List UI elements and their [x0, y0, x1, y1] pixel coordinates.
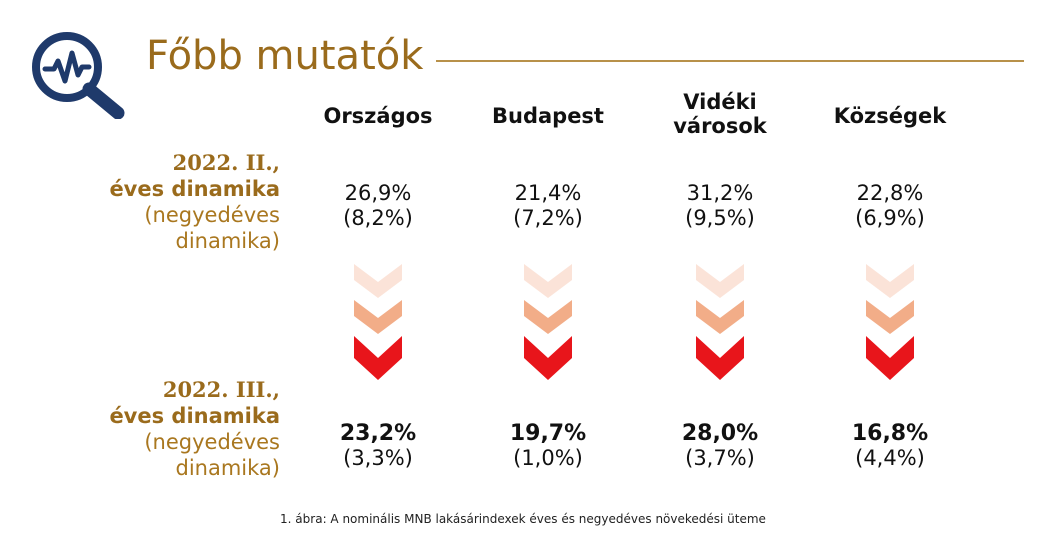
title-divider — [436, 60, 1024, 62]
column-header-videki-varosok: Vidéki városok — [673, 90, 767, 138]
value-cell: 21,4% (7,2%) — [513, 181, 583, 230]
magnifier-pulse-icon — [32, 32, 125, 119]
value-cell: 28,0% (3,7%) — [681, 421, 759, 470]
page-title: Főbb mutatók — [146, 33, 424, 79]
column-header-budapest: Budapest — [492, 104, 604, 128]
value-cell: 22,8% (6,9%) — [855, 181, 925, 230]
column-header-kozsegek: Községek — [833, 104, 947, 128]
chevron-down-icon — [866, 264, 914, 380]
value-cell: 19,7% (1,0%) — [509, 421, 587, 470]
value-cell: 31,2% (9,5%) — [685, 181, 755, 230]
value-cell: 16,8% (4,4%) — [851, 421, 929, 470]
row-label-2022-q3: 2022. III., éves dinamika (negyedéves di… — [109, 377, 280, 480]
value-cell: 26,9% (8,2%) — [343, 181, 413, 230]
chevron-down-icon — [696, 264, 744, 380]
row-label-2022-q2: 2022. II., éves dinamika (negyedéves din… — [109, 150, 280, 253]
column-header-orszagos: Országos — [323, 104, 433, 128]
chevron-down-icon — [524, 264, 572, 380]
value-cell: 23,2% (3,3%) — [339, 421, 417, 470]
figure-caption: 1. ábra: A nominális MNB lakásárindexek … — [280, 512, 766, 526]
chevron-down-icon — [354, 264, 402, 380]
